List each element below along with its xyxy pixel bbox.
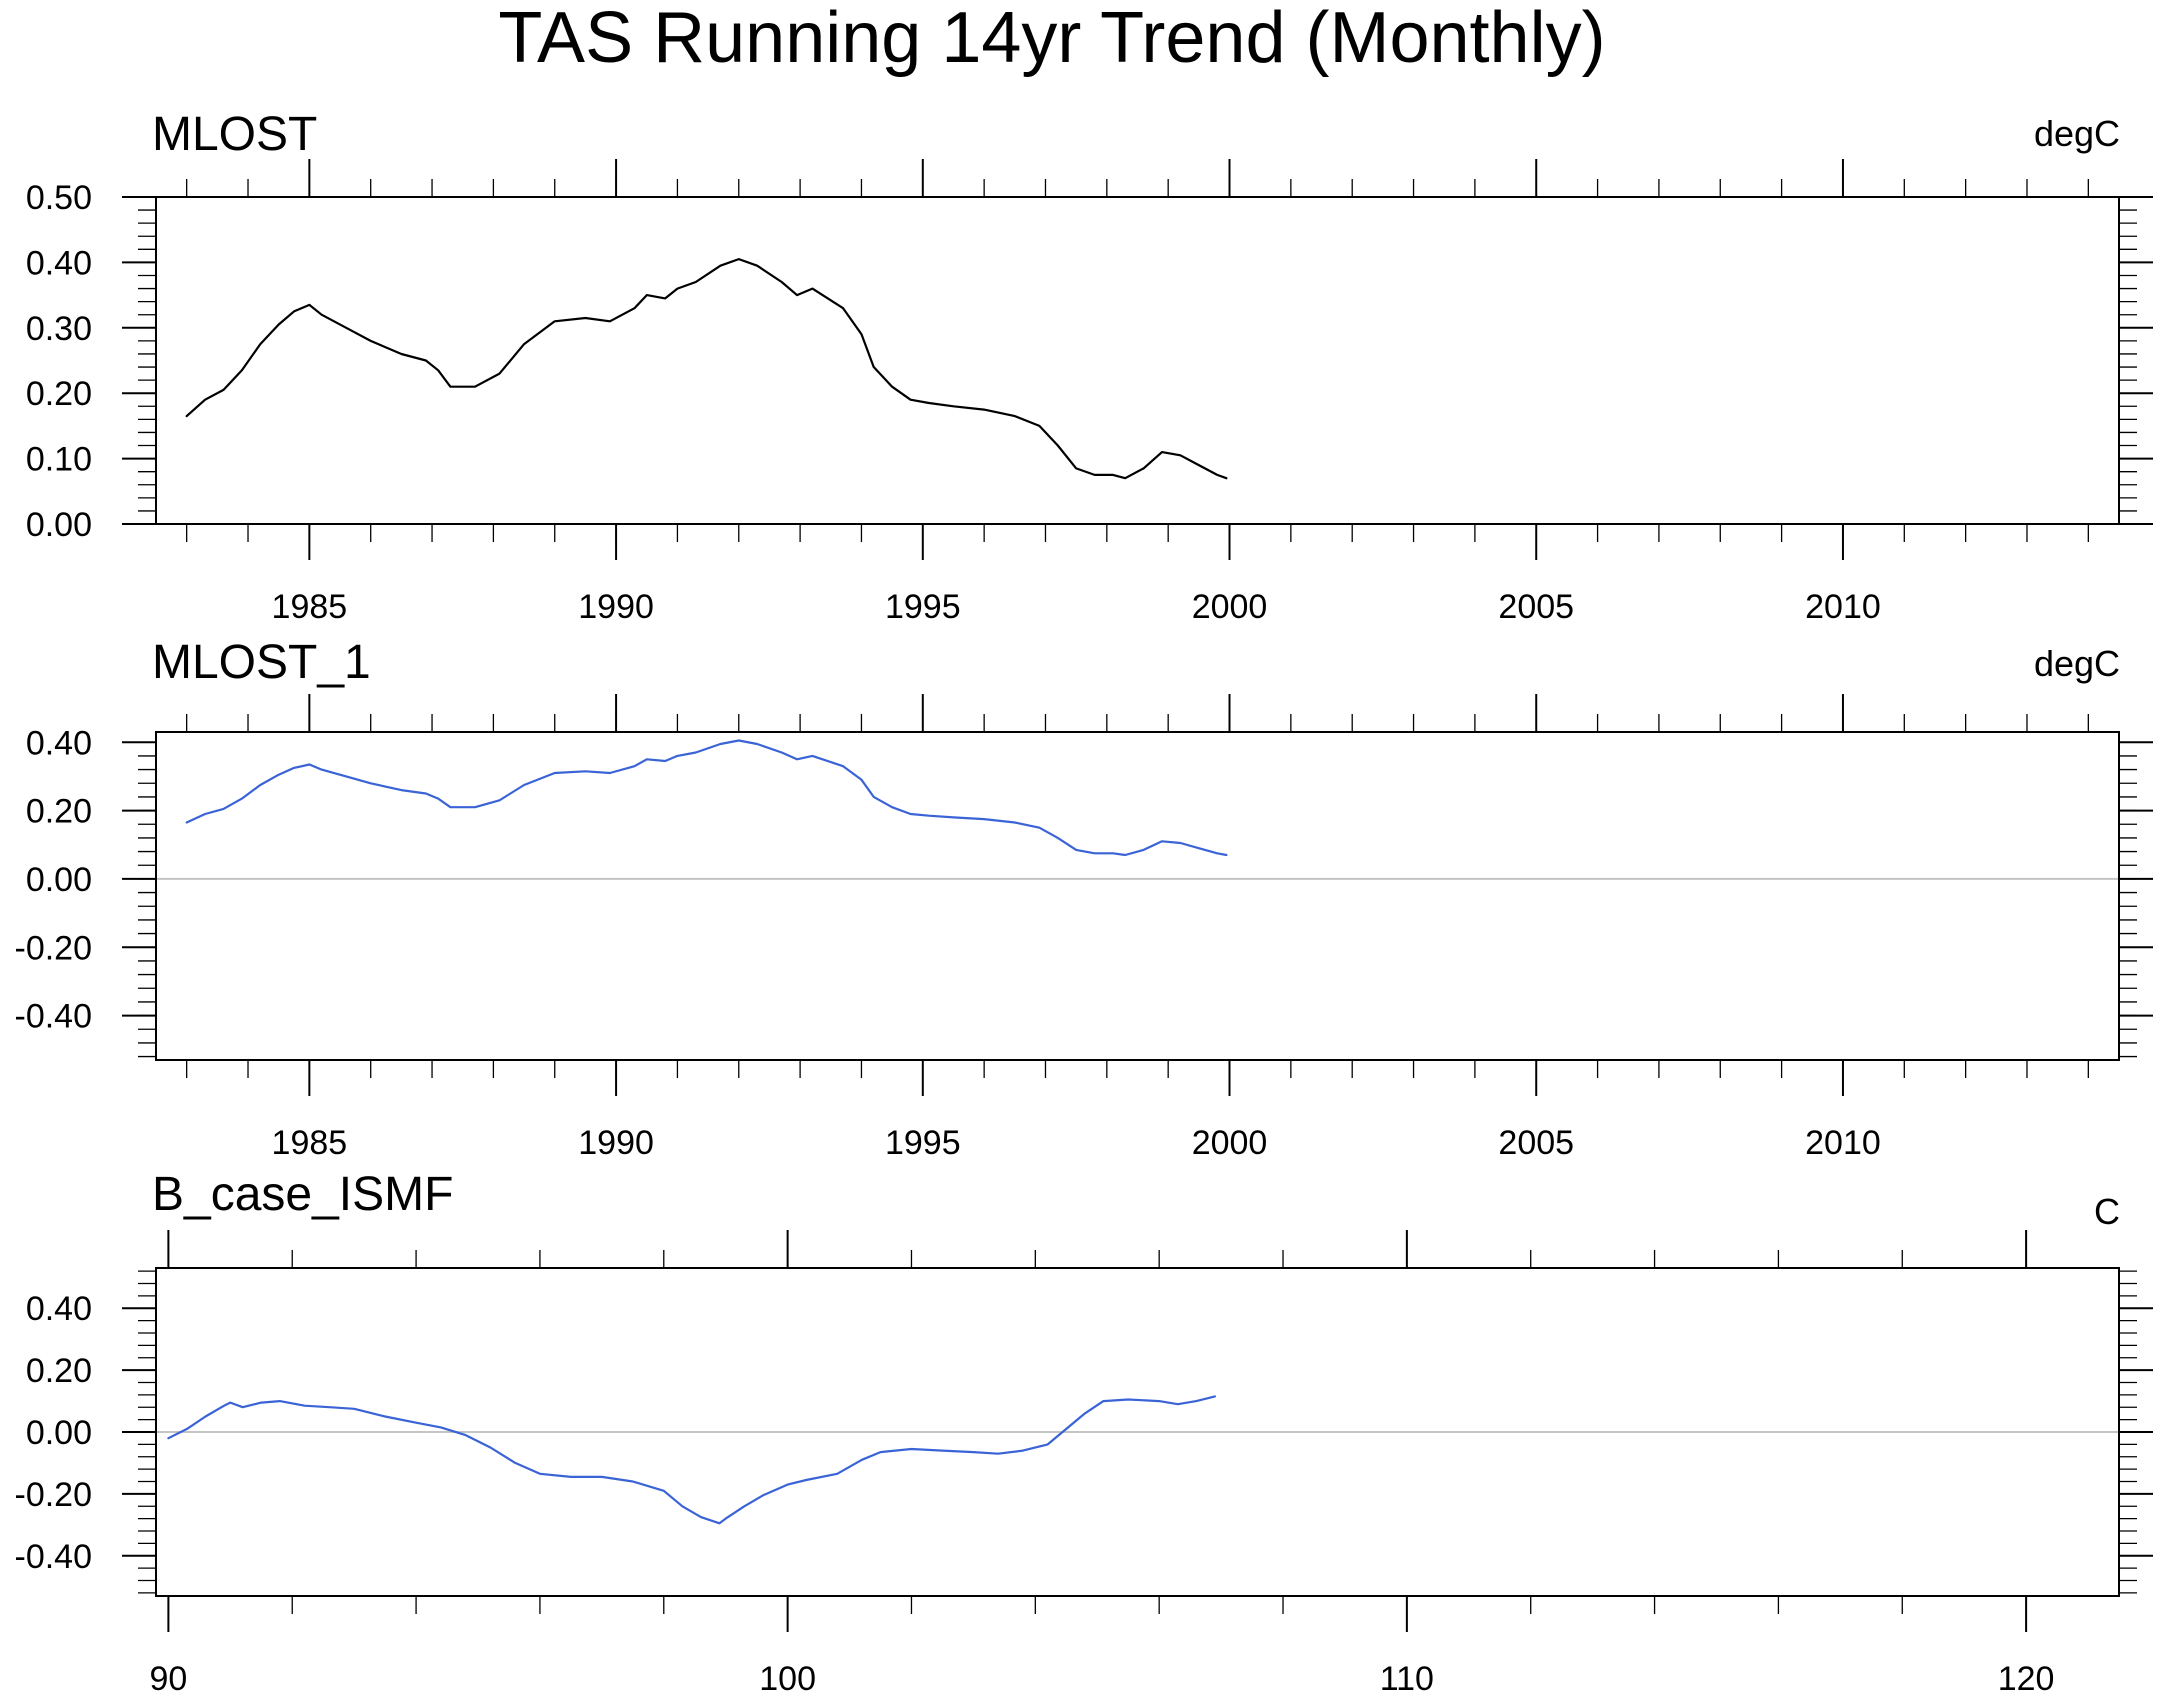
- y-tick-label: 0.40: [26, 724, 92, 762]
- x-tick-label: 1990: [578, 1124, 654, 1162]
- y-tick-label: 0.00: [26, 506, 92, 544]
- x-tick-label: 90: [149, 1660, 187, 1695]
- x-tick-label: 110: [1380, 1660, 1434, 1695]
- x-tick-label: 2000: [1192, 1124, 1268, 1162]
- panel-units: degC: [2034, 113, 2120, 154]
- x-tick-label: 2010: [1805, 588, 1881, 626]
- x-tick-label: 100: [759, 1660, 816, 1695]
- x-tick-label: 1990: [578, 588, 654, 626]
- figure-title: TAS Running 14yr Trend (Monthly): [498, 0, 1605, 78]
- panel-mlost: MLOST degC 0.00 0.10 0.20 0.30 0.40 0.50 1985 1…: [26, 108, 2153, 626]
- y-tick-label: 0.00: [26, 861, 92, 899]
- series-line: [185, 739, 1228, 857]
- panel-units: degC: [2034, 643, 2120, 684]
- y-tick-label: 0.20: [26, 793, 92, 831]
- y-tick-label: 0.40: [26, 1290, 92, 1328]
- x-tick-label: 2010: [1805, 1124, 1881, 1162]
- x-tick-label: 2000: [1192, 588, 1268, 626]
- y-tick-label: 0.20: [26, 375, 92, 413]
- x-tick-label: 1985: [272, 1124, 348, 1162]
- y-tick-label: 0.20: [26, 1352, 92, 1390]
- panel-title: B_case_ISMF: [152, 1168, 453, 1221]
- plot-frame: [155, 196, 2120, 525]
- y-tick-label: 0.00: [26, 1414, 92, 1452]
- x-tick-label: 2005: [1498, 588, 1574, 626]
- x-tick-label: 1995: [885, 1124, 961, 1162]
- y-tick-label: -0.20: [15, 1476, 93, 1514]
- panel-units: C: [2094, 1191, 2120, 1232]
- x-tick-label: 1995: [885, 588, 961, 626]
- panel-mlost-1: MLOST_1 degC -0.40 -0.20 0.00 0.20 0.40 1985 1…: [15, 636, 2153, 1162]
- panel-b-case-ismf: B_case_ISMF C -0.40 -0.20 0.00 0.20 0.40 90 10…: [15, 1168, 2153, 1695]
- y-tick-label: 0.30: [26, 310, 92, 348]
- x-tick-label: 1985: [272, 588, 348, 626]
- y-tick-label: -0.40: [15, 1538, 93, 1576]
- series-line: [185, 258, 1228, 480]
- y-tick-label: -0.40: [15, 998, 93, 1036]
- x-tick-label: 2005: [1498, 1124, 1574, 1162]
- y-tick-label: 0.10: [26, 441, 92, 479]
- plot-frame: [155, 731, 2120, 1061]
- y-tick-label: 0.50: [26, 179, 92, 217]
- panel-title: MLOST_1: [152, 636, 371, 689]
- panel-title: MLOST: [152, 108, 317, 161]
- x-tick-label: 120: [1998, 1660, 2055, 1695]
- y-tick-label: 0.40: [26, 244, 92, 282]
- y-tick-label: -0.20: [15, 929, 93, 967]
- series-line: [167, 1395, 1217, 1525]
